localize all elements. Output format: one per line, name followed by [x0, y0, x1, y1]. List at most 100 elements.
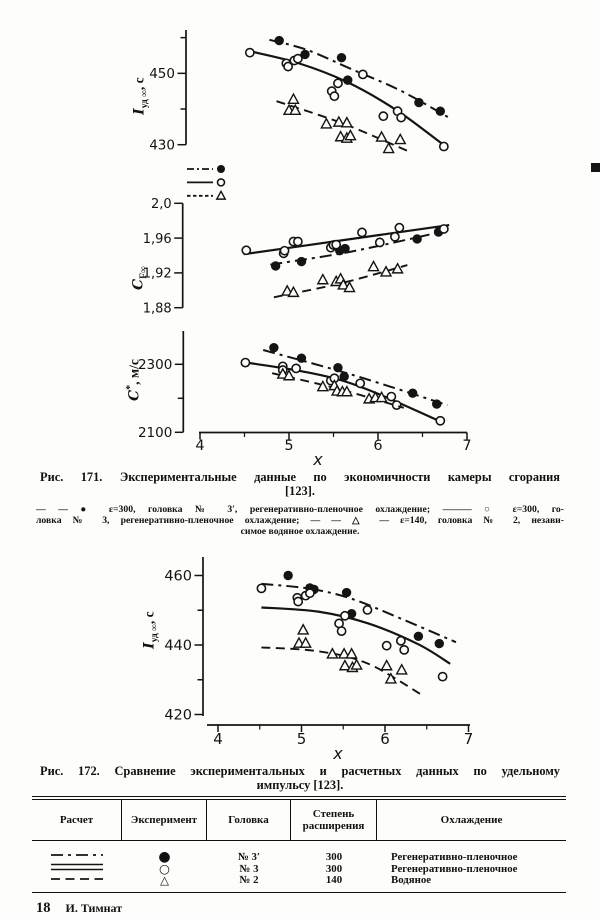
symbol-I: I [131, 108, 148, 115]
page-footer: 18 И. Тимнат [36, 900, 122, 917]
y-tick-label: 2300 [138, 357, 172, 373]
open-circle-marker [437, 671, 448, 682]
open-circle-marker [329, 91, 340, 102]
triangle-marker [340, 385, 354, 397]
triangle-marker [316, 379, 329, 392]
open-circle-marker [240, 357, 251, 368]
table-row: ○ № 3 300 Регенеративно-пленочное [32, 861, 566, 876]
x-tick-label: 5 [297, 730, 307, 748]
series-open-circle [244, 47, 449, 152]
filled-circle-marker [340, 243, 350, 254]
chart-fig171-specific-impulse: 430 450 [100, 20, 472, 165]
filled-circle-marker [300, 49, 310, 60]
triangle-marker [276, 367, 289, 379]
y-tick-label: 440 [164, 638, 192, 654]
x-tick-label: 7 [462, 438, 471, 454]
table-body: ● № 3′ 300 Регенеративно-пленочное ○ № 3… [32, 841, 566, 891]
triangle-marker [332, 115, 346, 127]
filled-circle-marker [283, 570, 293, 581]
y-tick-label: 430 [149, 138, 175, 154]
symbol-CF: C [130, 278, 147, 290]
table-cell-cooling: Регенеративно-пленочное [391, 862, 518, 875]
triangle-marker [344, 129, 357, 141]
filled-circle-marker [296, 256, 307, 267]
filled-circle-marker [412, 234, 422, 244]
chart-fig171-thrust-coefficient: 2,0 1,96 1,92 1,88 [100, 190, 472, 325]
table-cell-head: № 3 [239, 862, 259, 875]
triangle-marker [215, 189, 227, 200]
x-axis-title: x [312, 450, 323, 469]
triangle-marker [320, 117, 333, 129]
table-header-cell: Степень расширения [291, 800, 377, 841]
open-circle-marker [396, 112, 407, 123]
legend-text-line: — — ● ε=300, головка № 3′, регенеративно… [36, 504, 564, 515]
open-circle-marker [438, 141, 449, 152]
open-circle-marker [244, 47, 255, 58]
author-name: И. Тимнат [65, 901, 123, 915]
line-style-sample [50, 863, 104, 876]
filled-circle-marker [296, 353, 307, 363]
chart-canvas: 2100 2300 4 5 6 7 x [138, 331, 472, 469]
table-cell-expansion: 140 [325, 874, 343, 887]
open-circle-marker [241, 245, 252, 256]
y-axis-title-cf: CF∞ [130, 266, 150, 290]
figure-172-caption: Рис. 172. Сравнение экспериментальных и … [40, 764, 560, 793]
y-tick-label: 2100 [138, 425, 172, 441]
series-curve [261, 582, 457, 644]
x-tick-label: 5 [284, 438, 293, 454]
filled-circle-marker [274, 35, 284, 46]
open-circle-marker [378, 111, 389, 122]
series-triangle [261, 623, 425, 698]
table-row: ● № 3′ 300 Регенеративно-пленочное [32, 849, 566, 864]
table-header-row: Расчет Эксперимент Головка Степень расши… [32, 800, 566, 842]
line-sample-svg [51, 863, 103, 871]
symbol-I: I [141, 642, 158, 649]
legend-text-line: ловка № 3, регенеративно-пленочное охлаж… [36, 514, 564, 526]
open-circle-marker [394, 222, 405, 233]
open-circle-marker [357, 69, 368, 80]
x-axis-title: x [332, 744, 343, 763]
open-circle-marker [357, 227, 367, 238]
open-circle-marker [362, 605, 373, 615]
filled-circle-marker [269, 342, 279, 353]
filled-circle-marker [217, 165, 225, 173]
caption-line: Рис. 171. Экспериментальные данные по эк… [40, 470, 560, 484]
triangle-marker [345, 647, 358, 659]
marker-sample: △ [160, 873, 169, 888]
legend-canvas [187, 165, 227, 200]
figure-171-caption: Рис. 171. Экспериментальные данные по эк… [40, 470, 560, 499]
table-row: △ № 2 140 Водяное [32, 873, 566, 888]
series-curve [243, 223, 450, 256]
open-circle-marker [292, 236, 303, 247]
triangle-marker [375, 130, 388, 142]
legend-table: Расчет Эксперимент Головка Степень расши… [32, 796, 566, 893]
y-tick-label: 1,88 [143, 302, 172, 317]
series-filled-circle [261, 570, 457, 649]
open-circle-marker [386, 391, 397, 402]
filled-circle-marker [434, 638, 444, 649]
line-style-sample [50, 852, 104, 864]
y-tick-label: 1,96 [143, 232, 172, 247]
triangle-marker [287, 92, 300, 104]
triangle-marker [394, 132, 407, 145]
y-axis: 2100 2300 [138, 331, 185, 441]
line-sample-svg [51, 854, 103, 857]
triangle-marker [340, 116, 354, 128]
filled-circle-marker [435, 106, 445, 116]
y-tick-label: 450 [149, 66, 175, 82]
triangle-marker [382, 141, 395, 154]
y-axis: 420 440 460 [164, 557, 204, 723]
triangle-marker [337, 647, 351, 659]
filled-circle-marker [341, 587, 352, 598]
series-filled-circle [262, 342, 448, 409]
open-circle-marker [390, 231, 400, 242]
triangle-marker [380, 659, 393, 671]
caption-line: импульсу [123]. [256, 777, 344, 792]
open-circle-marker [333, 78, 343, 89]
line-sample-svg [51, 878, 103, 880]
y-tick-label: 420 [164, 707, 192, 723]
triangle-marker [338, 659, 352, 671]
series-triangle [271, 367, 405, 409]
series-curve [270, 229, 447, 266]
